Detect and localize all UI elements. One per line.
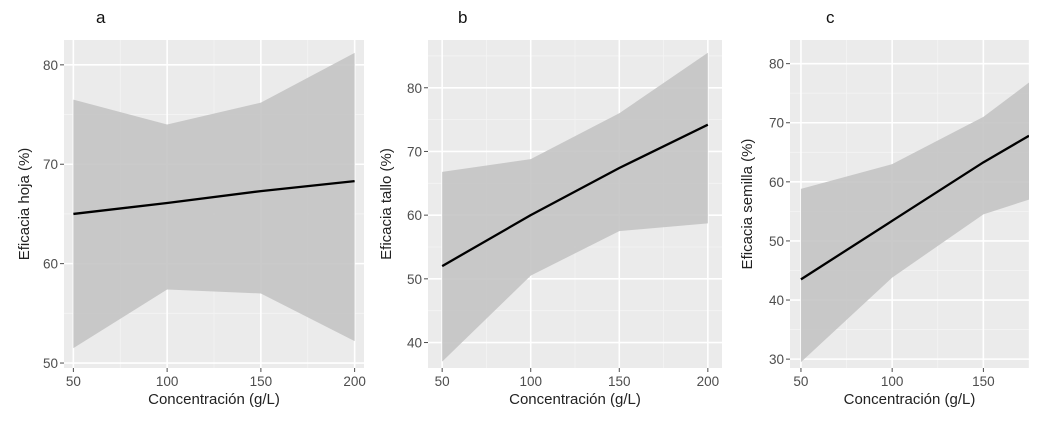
- x-axis-title: Concentración (g/L): [509, 391, 641, 408]
- y-tick-label: 80: [407, 81, 422, 96]
- x-tick-label: 50: [793, 374, 808, 389]
- y-tick-label: 60: [407, 208, 422, 223]
- panel-letter: c: [826, 8, 835, 27]
- y-tick-label: 60: [43, 257, 58, 272]
- x-axis-title: Concentración (g/L): [148, 391, 280, 408]
- y-tick-label: 80: [43, 58, 58, 73]
- panel-letter: b: [458, 8, 467, 27]
- plot-area: [64, 40, 364, 368]
- x-axis-title: Concentración (g/L): [844, 391, 976, 408]
- y-tick-label: 80: [769, 57, 784, 72]
- panel-a: 50 100 150 200 50 60 70 80 Concentración (g/L) Ef…: [16, 8, 366, 408]
- plot-area: [428, 40, 722, 368]
- y-tick-label: 70: [43, 157, 58, 172]
- fitted-line: [441, 123, 709, 268]
- x-tick-label: 50: [66, 374, 81, 389]
- fitted-line: [800, 134, 1029, 281]
- y-tick-label: 60: [769, 175, 784, 190]
- y-tick-label: 70: [769, 116, 784, 131]
- x-tick-label: 200: [343, 374, 366, 389]
- x-tick-label: 100: [519, 374, 542, 389]
- panel-letter: a: [96, 8, 106, 27]
- x-tick-label: 150: [608, 374, 631, 389]
- plot-area: [790, 40, 1029, 368]
- confidence-ribbon: [442, 52, 708, 362]
- y-tick-label: 50: [407, 272, 422, 287]
- panel-c: 50 100 150 30 40 50 60 70 80 Concentración (g/L) E…: [739, 8, 1029, 408]
- y-axis-title: Eficacia tallo (%): [378, 148, 395, 260]
- y-axis-title: Eficacia hoja (%): [16, 148, 33, 261]
- panel-b: 50 100 150 200 40 50 60 70 80 Concentración (g/L)…: [378, 8, 722, 408]
- x-tick-label: 200: [697, 374, 720, 389]
- y-tick-label: 40: [407, 336, 422, 351]
- y-tick-label: 50: [43, 356, 58, 371]
- y-tick-label: 30: [769, 352, 784, 367]
- fitted-line: [73, 179, 355, 216]
- x-tick-label: 150: [250, 374, 273, 389]
- x-tick-label: 100: [156, 374, 179, 389]
- x-tick-label: 100: [881, 374, 904, 389]
- x-tick-label: 50: [435, 374, 450, 389]
- confidence-ribbon: [73, 52, 355, 349]
- y-tick-label: 70: [407, 144, 422, 159]
- y-tick-label: 50: [769, 234, 784, 249]
- confidence-ribbon: [800, 82, 1029, 363]
- y-axis-title: Eficacia semilla (%): [739, 139, 756, 270]
- y-tick-label: 40: [769, 293, 784, 308]
- x-tick-label: 150: [972, 374, 995, 389]
